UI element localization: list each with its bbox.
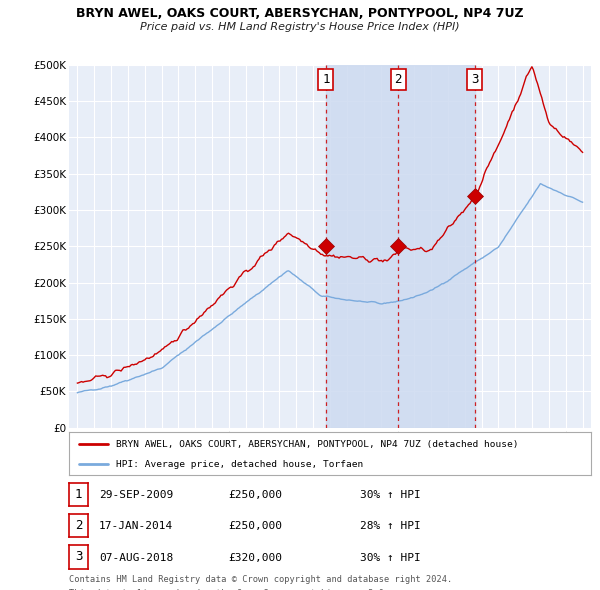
Text: £250,000: £250,000 [228, 490, 282, 500]
FancyBboxPatch shape [391, 68, 406, 90]
Text: £250,000: £250,000 [228, 522, 282, 532]
Text: 2: 2 [394, 73, 402, 86]
Text: 1: 1 [322, 73, 329, 86]
Text: 29-SEP-2009: 29-SEP-2009 [99, 490, 173, 500]
FancyBboxPatch shape [467, 68, 482, 90]
Bar [398, 65, 475, 428]
Text: £320,000: £320,000 [228, 553, 282, 563]
Text: This data is licensed under the Open Government Licence v3.0.: This data is licensed under the Open Gov… [69, 589, 389, 590]
Text: BRYN AWEL, OAKS COURT, ABERSYCHAN, PONTYPOOL, NP4 7UZ: BRYN AWEL, OAKS COURT, ABERSYCHAN, PONTY… [76, 7, 524, 20]
Text: 07-AUG-2018: 07-AUG-2018 [99, 553, 173, 563]
Text: 3: 3 [75, 550, 82, 563]
Text: Price paid vs. HM Land Registry's House Price Index (HPI): Price paid vs. HM Land Registry's House … [140, 22, 460, 32]
Text: 30% ↑ HPI: 30% ↑ HPI [360, 553, 421, 563]
Text: 30% ↑ HPI: 30% ↑ HPI [360, 490, 421, 500]
Text: Contains HM Land Registry data © Crown copyright and database right 2024.: Contains HM Land Registry data © Crown c… [69, 575, 452, 584]
Bar [326, 65, 398, 428]
Text: 17-JAN-2014: 17-JAN-2014 [99, 522, 173, 532]
Text: 3: 3 [471, 73, 479, 86]
Text: 2: 2 [75, 519, 82, 532]
FancyBboxPatch shape [318, 68, 334, 90]
Text: HPI: Average price, detached house, Torfaen: HPI: Average price, detached house, Torf… [116, 460, 363, 469]
Text: 1: 1 [75, 488, 82, 501]
Text: BRYN AWEL, OAKS COURT, ABERSYCHAN, PONTYPOOL, NP4 7UZ (detached house): BRYN AWEL, OAKS COURT, ABERSYCHAN, PONTY… [116, 440, 518, 449]
Text: 28% ↑ HPI: 28% ↑ HPI [360, 522, 421, 532]
